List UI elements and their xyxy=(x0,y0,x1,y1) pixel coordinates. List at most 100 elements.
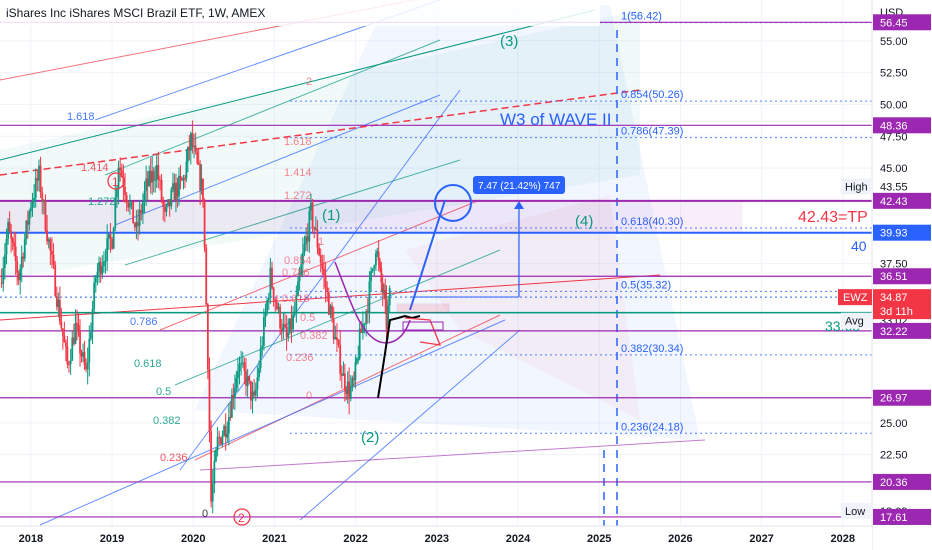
fib-extension-shade xyxy=(405,195,640,420)
candle-body xyxy=(385,299,388,330)
price-level-badge xyxy=(873,473,931,490)
candle-body xyxy=(353,377,355,381)
candle-body xyxy=(232,395,235,398)
wave-circle xyxy=(233,508,251,526)
candle-body xyxy=(360,328,363,333)
candle-body xyxy=(366,310,369,313)
x-tick-label: 2024 xyxy=(506,533,531,545)
fib-channel-line xyxy=(159,199,481,331)
fan-level-label: 1.414 xyxy=(81,162,109,174)
x-tick-label: 2023 xyxy=(425,533,449,545)
candle-body xyxy=(114,197,117,229)
level-side-tag xyxy=(841,178,872,195)
bar-countdown: 3d 11h xyxy=(880,306,913,318)
candle-body xyxy=(194,145,197,152)
symbol-tag-label: EWZ xyxy=(843,292,868,304)
candle-body xyxy=(165,205,168,212)
candle-body xyxy=(85,364,87,370)
candle-body xyxy=(377,251,380,261)
candle-body xyxy=(275,302,278,310)
candle-body xyxy=(160,179,163,201)
candle-body xyxy=(34,178,37,198)
candle-body xyxy=(357,358,360,360)
candle-body xyxy=(182,178,185,181)
candle-body xyxy=(49,239,52,251)
candle-body xyxy=(248,376,251,381)
fib-retracement-label: 0.236(24.18) xyxy=(621,421,683,433)
time-axis[interactable] xyxy=(0,526,872,550)
candle-body xyxy=(86,362,89,370)
price-level-badge-label: 20.36 xyxy=(880,477,908,489)
candle-body xyxy=(318,247,320,256)
blue-projection-arrow xyxy=(409,199,446,311)
candle-body xyxy=(189,133,192,151)
candle-body xyxy=(146,178,149,186)
price-level-badge-label: 42.43 xyxy=(880,196,908,208)
candle-body xyxy=(74,323,77,344)
wave-label: 2 xyxy=(238,511,245,525)
fib-retracement-label: 1(56.42) xyxy=(621,11,662,23)
candle-body xyxy=(149,170,152,183)
candle-body xyxy=(82,352,84,357)
wave-circle xyxy=(107,172,125,190)
fib-channel-median-dashed xyxy=(0,89,641,176)
candle-body xyxy=(124,187,126,196)
candle-body xyxy=(14,246,17,262)
candle-body xyxy=(300,264,303,275)
candle-body xyxy=(290,318,293,330)
candle-body xyxy=(223,425,225,436)
candle-body xyxy=(355,358,358,363)
candle-body xyxy=(52,254,55,265)
x-axis-ticks: 2018 2019 2020 2021 2022 2023 2024 2025 2026 2027… xyxy=(19,533,855,545)
candle-body xyxy=(238,363,241,372)
candle-body xyxy=(36,178,39,181)
candle-body xyxy=(42,200,45,203)
price-level-badges: 56.4548.36High43.5542.4339.9336.5133.653… xyxy=(838,14,931,525)
candle-body xyxy=(297,281,299,296)
candle-body xyxy=(186,147,189,162)
candle-body xyxy=(116,189,118,198)
candle-body xyxy=(3,254,6,268)
level-side-tag-label: Low xyxy=(845,506,865,518)
wave-label: (4) xyxy=(575,213,593,230)
candle-body xyxy=(107,234,110,239)
candle-body xyxy=(354,362,357,381)
candle-body xyxy=(63,335,66,343)
candle-body xyxy=(272,287,275,300)
candle-body xyxy=(77,325,80,331)
candle-body xyxy=(103,261,105,267)
candle-body xyxy=(213,461,216,485)
fan-level-label: 1.272 xyxy=(88,196,116,208)
candle-body xyxy=(216,436,219,450)
candle-body xyxy=(51,250,53,255)
candle-body xyxy=(271,267,273,288)
candle-body xyxy=(125,195,128,203)
zone-box-small xyxy=(402,321,444,331)
level-side-tag-label: Avg xyxy=(845,316,864,328)
candle-body xyxy=(261,345,264,349)
y-tick-label: 45.00 xyxy=(880,163,908,175)
candle-body xyxy=(381,282,384,293)
candle-body xyxy=(368,281,371,313)
price-level-badge xyxy=(873,117,931,134)
target-circle xyxy=(434,184,472,222)
candle-body xyxy=(101,266,104,275)
candle-body xyxy=(388,288,391,306)
x-tick-label: 2019 xyxy=(100,533,124,545)
fib-retracement-label: 0.854(50.26) xyxy=(621,89,683,101)
candle-body xyxy=(249,380,252,401)
level-label-40: 40 xyxy=(851,238,867,254)
candle-body xyxy=(130,201,133,203)
level-side-tag xyxy=(841,502,872,519)
fib-channel-line xyxy=(299,329,521,521)
price-level-badge-label: 36.51 xyxy=(880,271,908,283)
candle-body xyxy=(57,299,60,307)
candle-body xyxy=(311,202,314,228)
fan-level-label: 0.618 xyxy=(282,293,310,305)
candle-body xyxy=(274,299,277,303)
candle-body xyxy=(240,363,243,365)
candle-body xyxy=(152,170,155,181)
candle-body xyxy=(211,484,214,502)
candle-body xyxy=(76,323,78,326)
